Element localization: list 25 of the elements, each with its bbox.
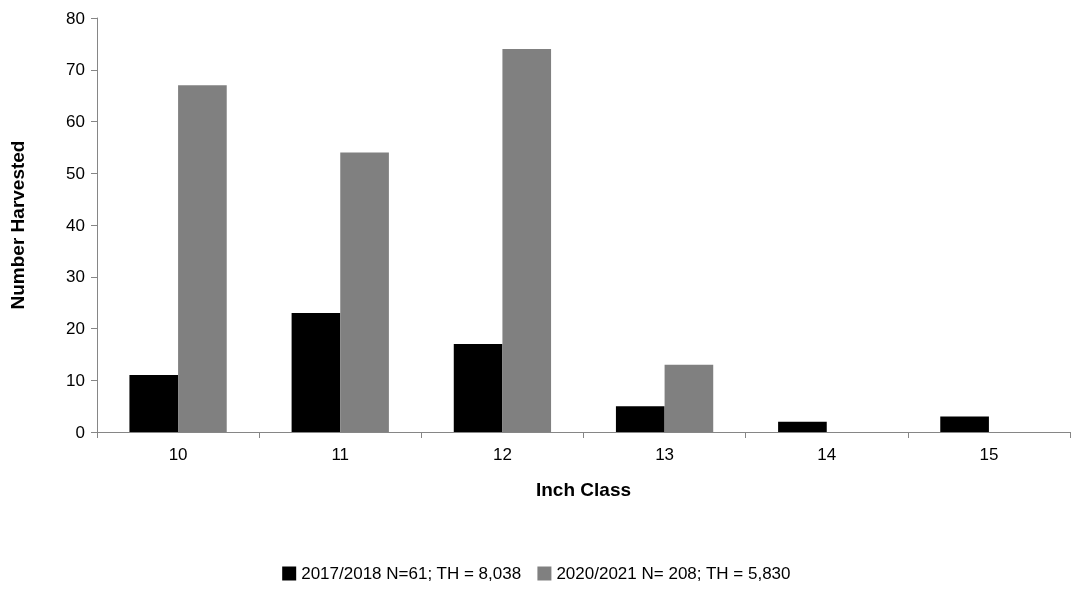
x-tick-label: 13 (655, 445, 675, 464)
y-tick-label: 70 (66, 60, 85, 80)
bar (940, 416, 989, 432)
y-tick-label: 30 (66, 267, 85, 287)
bar (129, 375, 179, 432)
y-tick-label: 10 (66, 370, 85, 390)
x-axis-title: Inch Class (535, 479, 632, 500)
bar (453, 344, 503, 432)
x-tick-label: 10 (168, 445, 188, 464)
y-axis-title: Number Harvested (7, 140, 28, 310)
y-tick-label: 80 (66, 8, 85, 28)
x-tick-label: 14 (817, 445, 837, 464)
legend-label: 2020/2021 N= 208; TH = 5,830 (556, 564, 791, 583)
y-tick-label: 20 (66, 319, 85, 338)
bar (615, 406, 665, 432)
y-tick-label: 0 (75, 422, 85, 442)
x-tick-label: 11 (331, 445, 350, 464)
legend-label: 2017/2018 N=61; TH = 8,038 (301, 564, 522, 583)
x-tick-label: 12 (492, 445, 512, 464)
bar (778, 421, 827, 432)
y-tick-label: 60 (66, 112, 85, 131)
y-tick-label: 50 (66, 163, 85, 183)
y-tick-label: 40 (66, 215, 85, 235)
x-tick-label: 15 (979, 445, 999, 464)
bar (291, 312, 341, 432)
